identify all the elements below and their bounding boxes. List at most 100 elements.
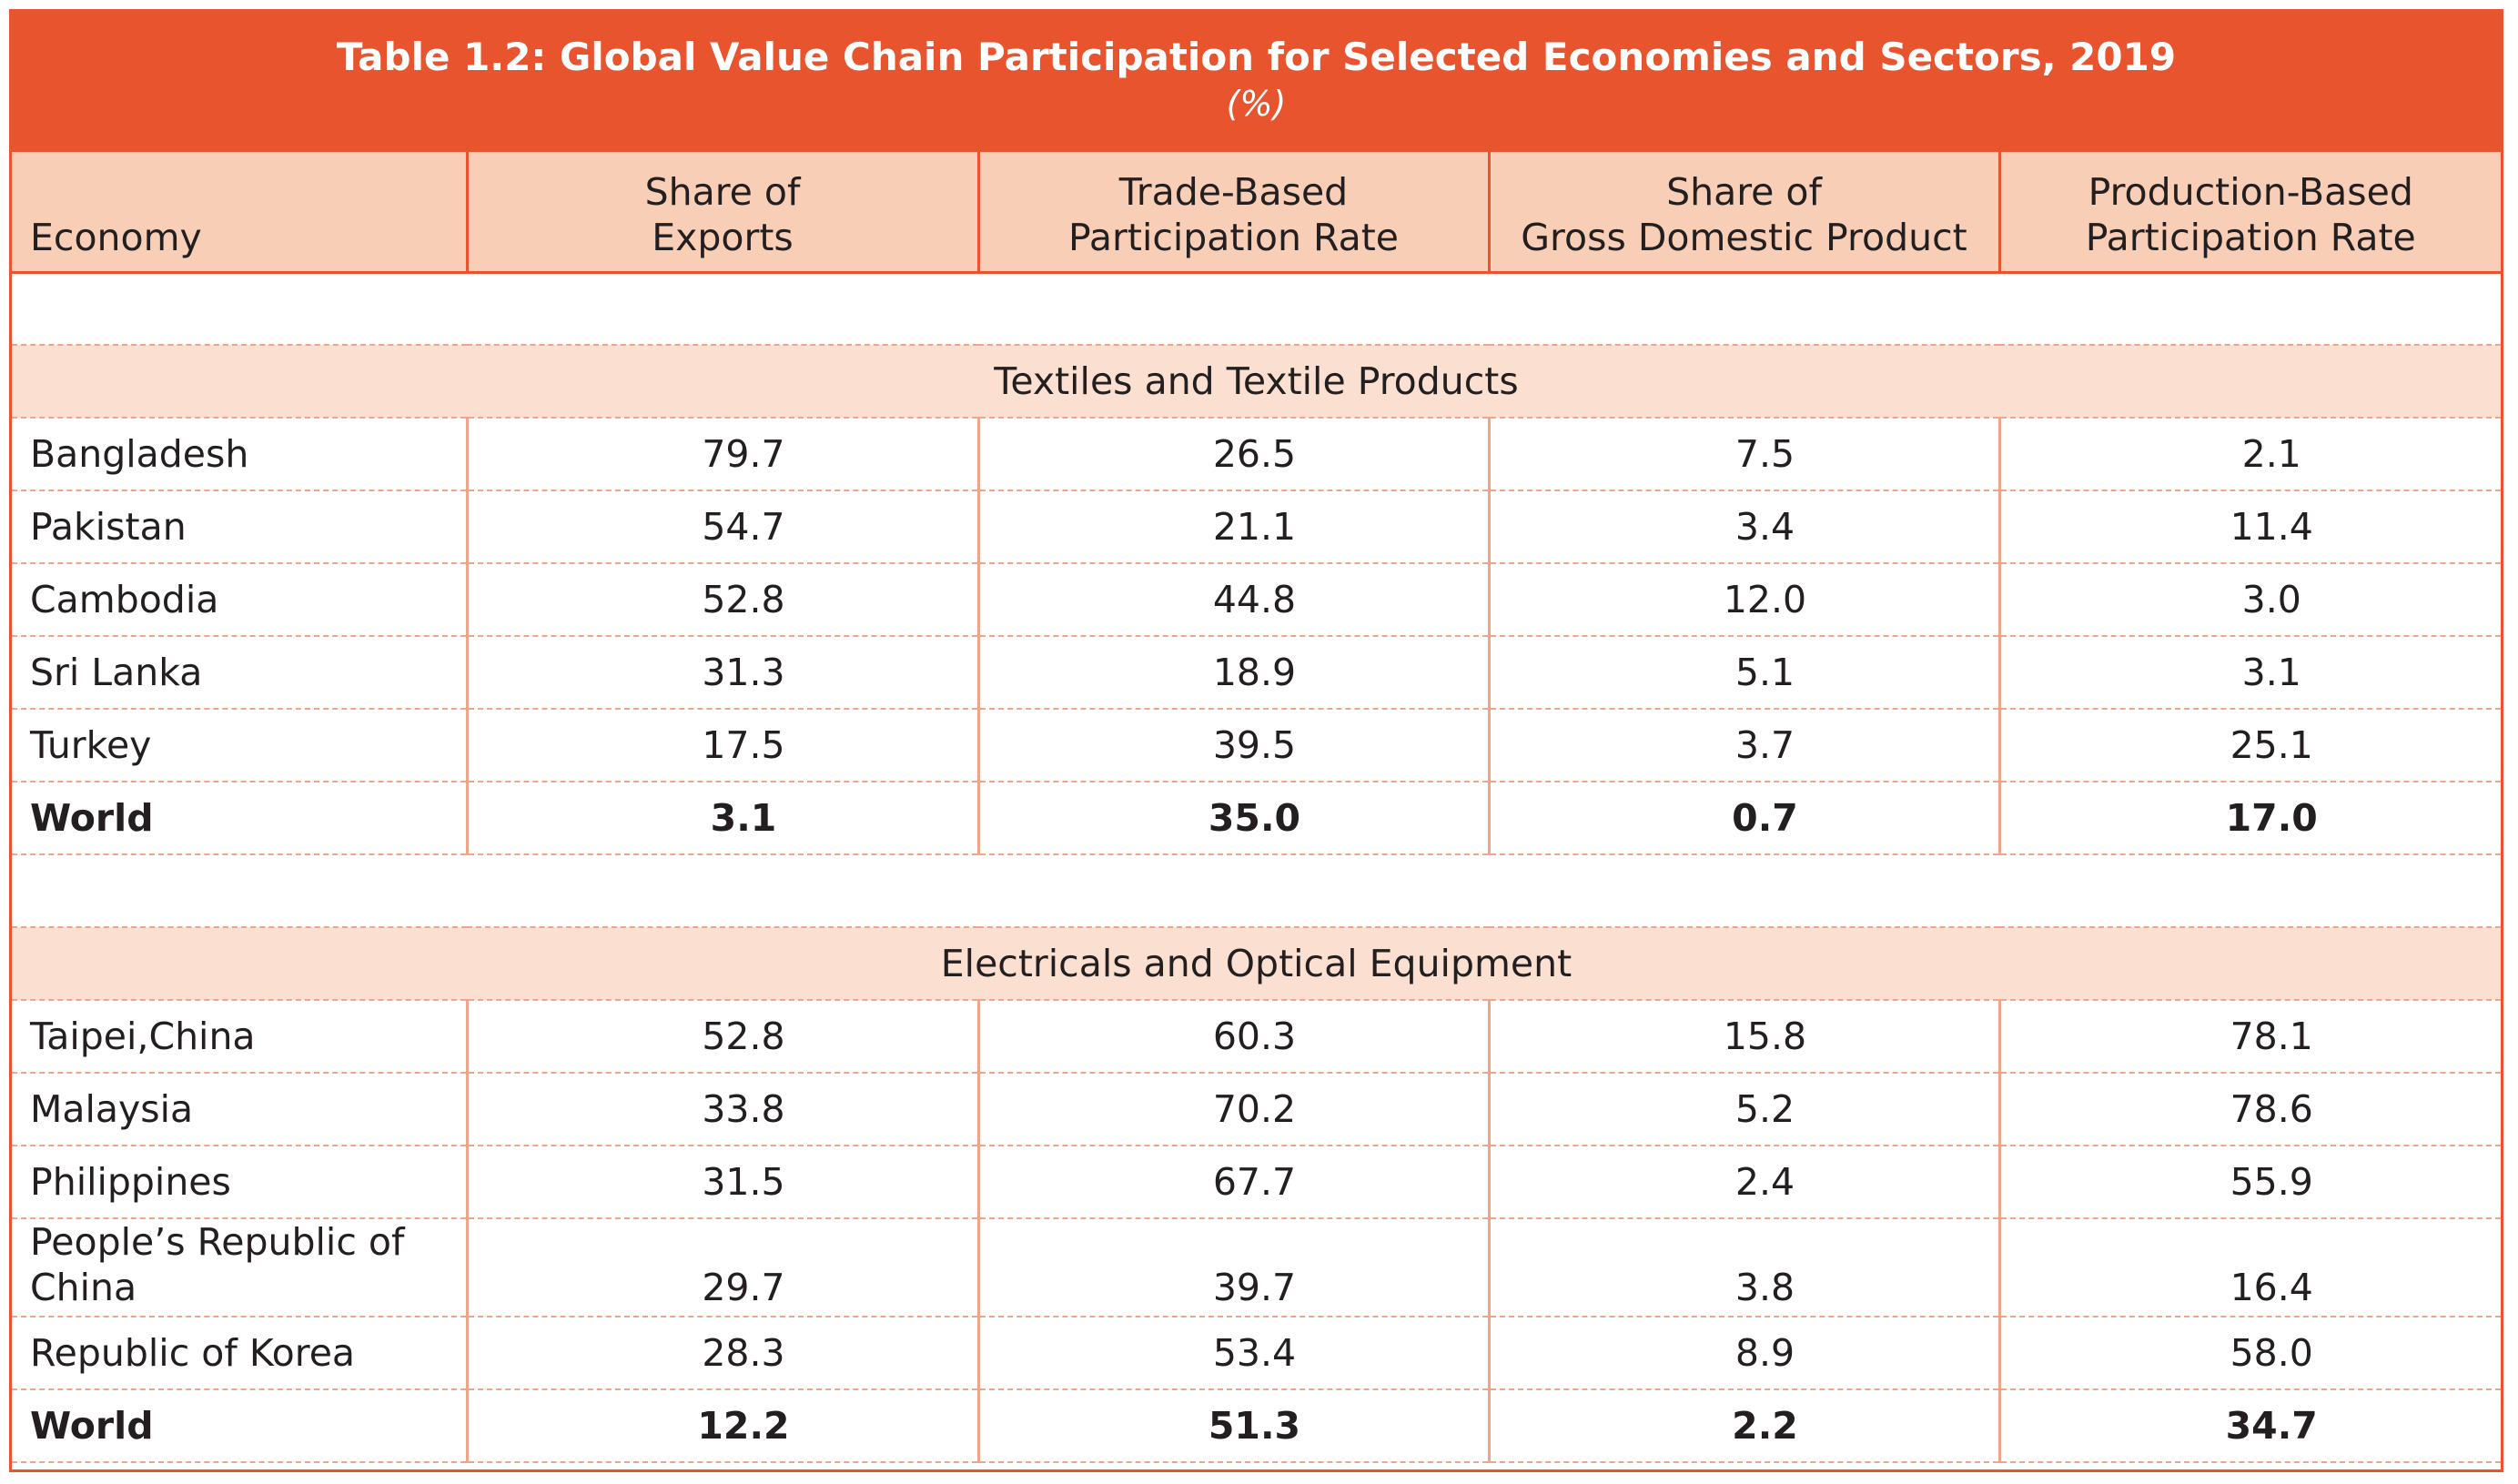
value-cell: 5.2 <box>1487 1073 1999 1146</box>
table-title: Table 1.2: Global Value Chain Participat… <box>336 35 2177 79</box>
economy-cell: Philippines <box>12 1146 467 1219</box>
table-row: Republic of Korea 28.3 53.4 8.9 58.0 <box>12 1317 2501 1390</box>
header-line: Participation Rate <box>2085 215 2416 259</box>
economy-cell: Taipei,China <box>12 1000 467 1074</box>
section-title-textiles-and-textile-products: Textiles and Textile Products <box>12 345 2501 419</box>
column-header-economy: Economy <box>12 152 467 274</box>
economy-cell: Sri Lanka <box>12 636 467 710</box>
value-cell: 25.1 <box>1997 709 2501 782</box>
section-header-row: Electricals and Optical Equipment <box>12 927 2501 1001</box>
value-cell: 31.5 <box>465 1146 978 1219</box>
value-cell: 35.0 <box>976 782 1489 855</box>
header-line: Share of <box>1666 169 1822 214</box>
value-cell: 8.9 <box>1487 1317 1999 1390</box>
header-row: Economy Share of Exports Trade-Based Parti… <box>12 152 2501 274</box>
value-cell: 51.3 <box>976 1389 1489 1463</box>
value-cell: 39.5 <box>976 709 1489 782</box>
value-cell: 28.3 <box>465 1317 978 1390</box>
header-line: Gross Domestic Product <box>1521 215 1967 259</box>
value-cell: 52.8 <box>465 563 978 637</box>
value-cell: 18.9 <box>976 636 1489 710</box>
economy-cell: People’s Republic of China <box>12 1218 467 1317</box>
economy-cell: Bangladesh <box>12 418 467 491</box>
spacer-cell <box>12 854 2501 928</box>
value-cell: 52.8 <box>465 1000 978 1074</box>
spacer-row <box>12 854 2501 928</box>
value-cell: 33.8 <box>465 1073 978 1146</box>
table-row: Taipei,China 52.8 60.3 15.8 78.1 <box>12 1000 2501 1074</box>
value-cell: 34.7 <box>1997 1389 2501 1463</box>
table-row: People’s Republic of China 29.7 39.7 3.8 16.4 <box>12 1218 2501 1317</box>
section-header-row: Textiles and Textile Products <box>12 345 2501 419</box>
header-line: Participation Rate <box>1068 215 1399 259</box>
table-body: Textiles and Textile Products Bangladesh 7… <box>12 272 2501 1463</box>
value-cell: 12.0 <box>1487 563 1999 637</box>
economy-cell: World <box>12 1389 467 1463</box>
column-header-production-based-rate: Production-Based Participation Rate <box>1997 152 2501 274</box>
column-header-trade-based-rate: Trade-Based Participation Rate <box>976 152 1489 274</box>
value-cell: 44.8 <box>976 563 1489 637</box>
value-cell: 17.5 <box>465 709 978 782</box>
header-line: Exports <box>652 215 794 259</box>
spacer-cell <box>12 272 2501 346</box>
table-row: Turkey 17.5 39.5 3.7 25.1 <box>12 709 2501 782</box>
data-table: Economy Share of Exports Trade-Based Parti… <box>12 152 2501 1463</box>
value-cell: 78.1 <box>1997 1000 2501 1074</box>
column-header-share-of-exports: Share of Exports <box>465 152 978 274</box>
header-line: Share of <box>644 169 801 214</box>
title-bar: Table 1.2: Global Value Chain Participat… <box>12 12 2501 152</box>
table-row: Philippines 31.5 67.7 2.4 55.9 <box>12 1146 2501 1219</box>
economy-line: People’s Republic of <box>30 1220 405 1264</box>
economy-cell: Malaysia <box>12 1073 467 1146</box>
column-header-share-of-gdp: Share of Gross Domestic Product <box>1487 152 1999 274</box>
value-cell: 2.1 <box>1997 418 2501 491</box>
value-cell: 11.4 <box>1997 490 2501 564</box>
value-cell: 55.9 <box>1997 1146 2501 1219</box>
value-cell: 39.7 <box>976 1218 1489 1317</box>
value-cell: 58.0 <box>1997 1317 2501 1390</box>
economy-cell: Cambodia <box>12 563 467 637</box>
value-cell: 3.4 <box>1487 490 1999 564</box>
value-cell: 3.0 <box>1997 563 2501 637</box>
value-cell: 3.1 <box>465 782 978 855</box>
value-cell: 15.8 <box>1487 1000 1999 1074</box>
value-cell: 3.7 <box>1487 709 1999 782</box>
table-row: Cambodia 52.8 44.8 12.0 3.0 <box>12 563 2501 637</box>
value-cell: 54.7 <box>465 490 978 564</box>
table-row: Malaysia 33.8 70.2 5.2 78.6 <box>12 1073 2501 1146</box>
value-cell: 3.8 <box>1487 1218 1999 1317</box>
value-cell: 2.2 <box>1487 1389 1999 1463</box>
table-frame: Table 1.2: Global Value Chain Participat… <box>9 9 2503 1472</box>
value-cell: 67.7 <box>976 1146 1489 1219</box>
value-cell: 70.2 <box>976 1073 1489 1146</box>
value-cell: 17.0 <box>1997 782 2501 855</box>
value-cell: 26.5 <box>976 418 1489 491</box>
economy-cell: World <box>12 782 467 855</box>
value-cell: 7.5 <box>1487 418 1999 491</box>
value-cell: 79.7 <box>465 418 978 491</box>
value-cell: 60.3 <box>976 1000 1489 1074</box>
value-cell: 3.1 <box>1997 636 2501 710</box>
value-cell: 78.6 <box>1997 1073 2501 1146</box>
economy-cell: Pakistan <box>12 490 467 564</box>
value-cell: 2.4 <box>1487 1146 1999 1219</box>
value-cell: 31.3 <box>465 636 978 710</box>
table-row: Pakistan 54.7 21.1 3.4 11.4 <box>12 490 2501 564</box>
value-cell: 29.7 <box>465 1218 978 1317</box>
value-cell: 0.7 <box>1487 782 1999 855</box>
value-cell: 5.1 <box>1487 636 1999 710</box>
section-title-electricals-and-optical-equipment: Electricals and Optical Equipment <box>12 927 2501 1001</box>
table-row: World 3.1 35.0 0.7 17.0 <box>12 782 2501 855</box>
table-row: Bangladesh 79.7 26.5 7.5 2.1 <box>12 418 2501 491</box>
table-subtitle: (%) <box>1226 84 1287 124</box>
value-cell: 16.4 <box>1997 1218 2501 1317</box>
header-line: Production-Based <box>2088 169 2413 214</box>
table-row: Sri Lanka 31.3 18.9 5.1 3.1 <box>12 636 2501 710</box>
economy-cell: Turkey <box>12 709 467 782</box>
economy-line: China <box>30 1266 137 1309</box>
value-cell: 53.4 <box>976 1317 1489 1390</box>
spacer-row <box>12 272 2501 346</box>
value-cell: 12.2 <box>465 1389 978 1463</box>
value-cell: 21.1 <box>976 490 1489 564</box>
table-row: World 12.2 51.3 2.2 34.7 <box>12 1389 2501 1463</box>
